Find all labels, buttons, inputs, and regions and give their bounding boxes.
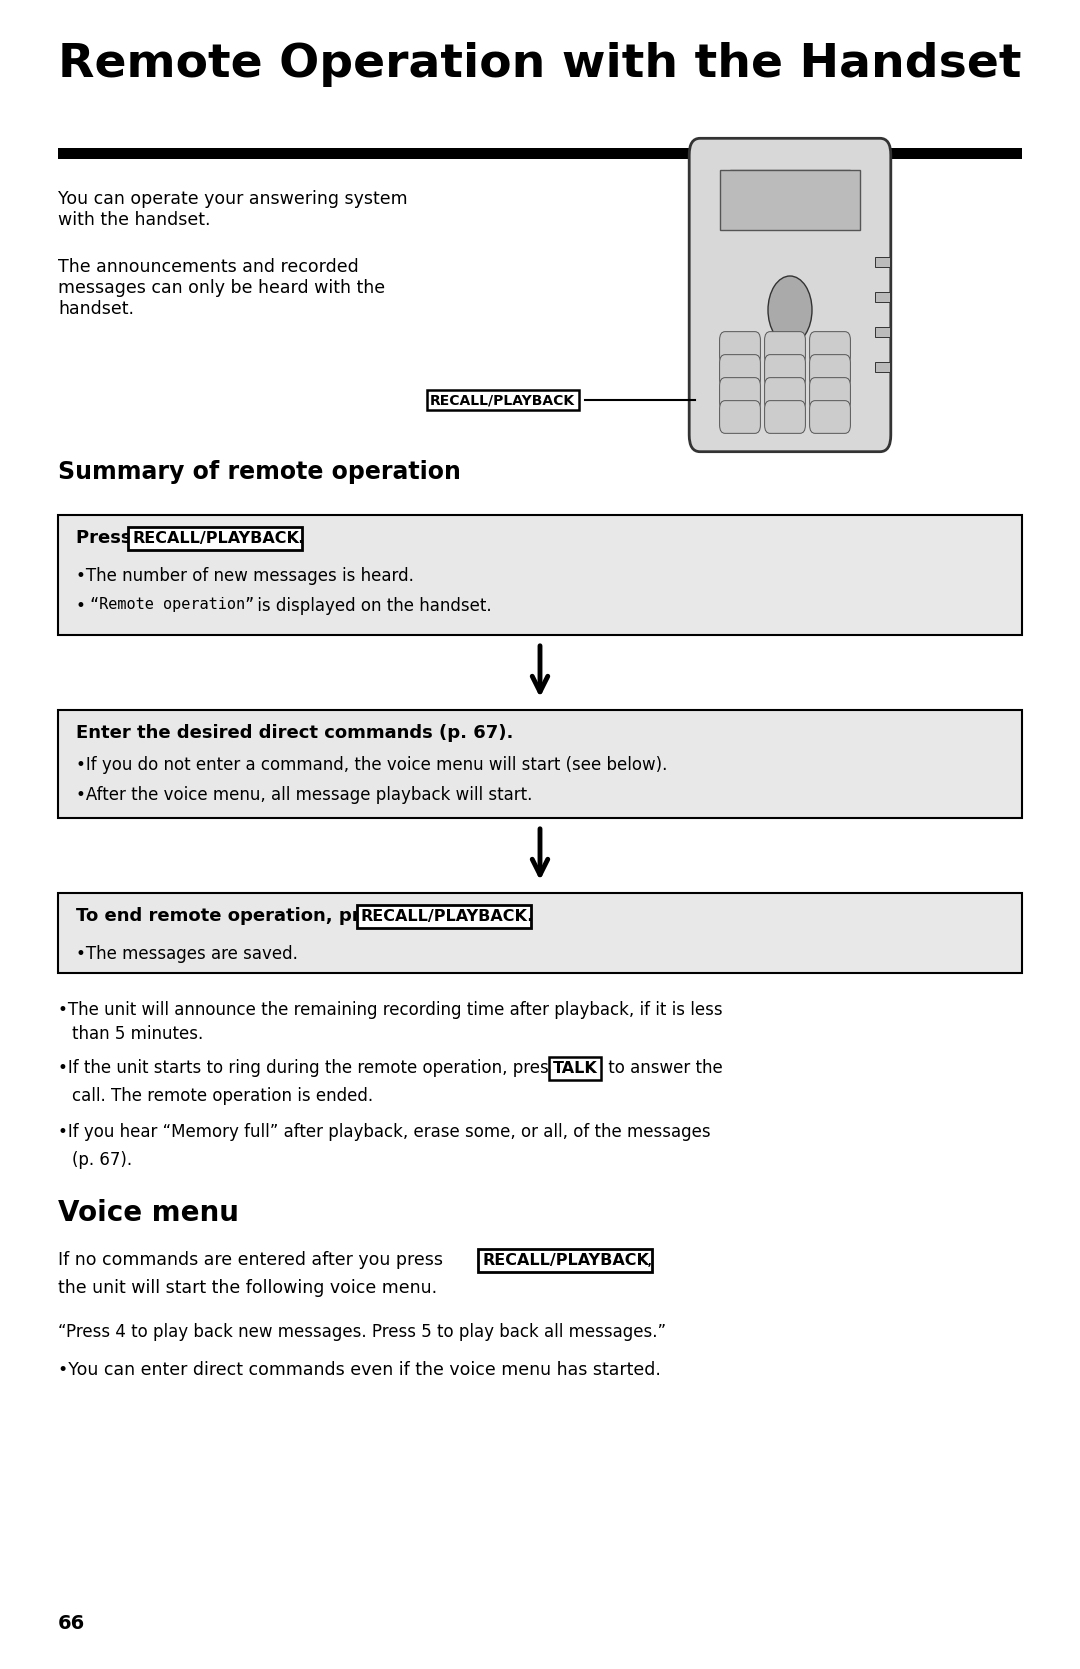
Bar (875, 257, 890, 267)
Text: •The unit will announce the remaining recording time after playback, if it is le: •The unit will announce the remaining re… (58, 1001, 723, 1020)
Text: RECALL/PLAYBACK: RECALL/PLAYBACK (361, 910, 528, 925)
Bar (730, 170, 850, 190)
Text: To end remote operation, press: To end remote operation, press (76, 906, 401, 925)
Text: •The messages are saved.: •The messages are saved. (76, 945, 298, 963)
Text: •If you hear “Memory full” after playback, erase some, or all, of the messages: •If you hear “Memory full” after playbac… (58, 1123, 711, 1142)
Text: RECALL/PLAYBACK: RECALL/PLAYBACK (430, 392, 576, 407)
Text: Press: Press (76, 529, 138, 547)
Text: Enter the desired direct commands (p. 67).: Enter the desired direct commands (p. 67… (76, 724, 513, 743)
FancyBboxPatch shape (810, 401, 850, 434)
Text: •The number of new messages is heard.: •The number of new messages is heard. (76, 567, 414, 586)
FancyBboxPatch shape (719, 401, 760, 434)
Text: ,: , (647, 1252, 652, 1268)
Text: (p. 67).: (p. 67). (72, 1152, 132, 1168)
Text: RECALL/PLAYBACK: RECALL/PLAYBACK (132, 531, 299, 546)
Text: •After the voice menu, all message playback will start.: •After the voice menu, all message playb… (76, 786, 532, 804)
Text: .: . (526, 906, 532, 925)
Text: If no commands are entered after you press: If no commands are entered after you pre… (58, 1252, 448, 1268)
Text: RECALL/PLAYBACK: RECALL/PLAYBACK (482, 1253, 649, 1268)
FancyBboxPatch shape (689, 139, 891, 452)
Bar (720, 170, 860, 230)
Text: to answer the: to answer the (603, 1060, 723, 1077)
FancyBboxPatch shape (719, 332, 760, 364)
Text: •If you do not enter a command, the voice menu will start (see below).: •If you do not enter a command, the voic… (76, 756, 667, 774)
Bar (875, 362, 890, 372)
FancyBboxPatch shape (719, 377, 760, 411)
FancyBboxPatch shape (810, 332, 850, 364)
Text: TALK: TALK (553, 1061, 597, 1077)
Text: •You can enter direct commands even if the voice menu has started.: •You can enter direct commands even if t… (58, 1360, 661, 1379)
Text: Remote Operation with the Handset: Remote Operation with the Handset (58, 42, 1022, 87)
Text: 66: 66 (58, 1614, 85, 1632)
Text: Summary of remote operation: Summary of remote operation (58, 461, 461, 484)
FancyBboxPatch shape (765, 401, 806, 434)
Bar (58, 149, 1022, 159)
Text: “Press 4 to play back new messages. Press 5 to play back all messages.”: “Press 4 to play back new messages. Pres… (58, 1324, 666, 1340)
Text: You can operate your answering system
with the handset.: You can operate your answering system wi… (58, 190, 407, 229)
FancyBboxPatch shape (765, 377, 806, 411)
Text: Voice menu: Voice menu (58, 1198, 239, 1227)
Text: the unit will start the following voice menu.: the unit will start the following voice … (58, 1278, 437, 1297)
FancyBboxPatch shape (765, 354, 806, 387)
Text: .: . (297, 529, 303, 547)
FancyBboxPatch shape (810, 377, 850, 411)
Text: is displayed on the handset.: is displayed on the handset. (252, 598, 491, 614)
Text: The announcements and recorded
messages can only be heard with the
handset.: The announcements and recorded messages … (58, 259, 386, 317)
Text: •If the unit starts to ring during the remote operation, press: •If the unit starts to ring during the r… (58, 1060, 563, 1077)
Bar (58, 516, 1022, 634)
Circle shape (768, 275, 812, 344)
FancyBboxPatch shape (810, 354, 850, 387)
FancyBboxPatch shape (719, 354, 760, 387)
Text: than 5 minutes.: than 5 minutes. (72, 1025, 203, 1043)
Bar (875, 327, 890, 337)
FancyBboxPatch shape (765, 332, 806, 364)
Bar (58, 709, 1022, 818)
Text: •: • (76, 598, 86, 614)
Bar (58, 893, 1022, 973)
Bar (875, 292, 890, 302)
Text: “Remote operation”: “Remote operation” (90, 598, 254, 613)
Text: call. The remote operation is ended.: call. The remote operation is ended. (72, 1087, 373, 1105)
